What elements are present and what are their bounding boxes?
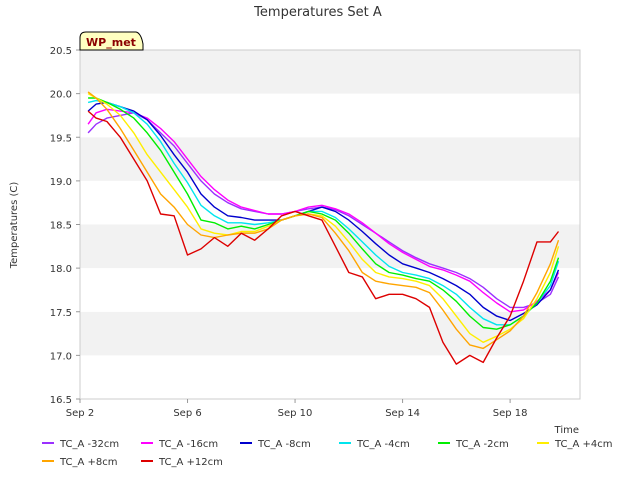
- y-tick: 20.0: [50, 90, 80, 101]
- series-line: [87, 92, 560, 343]
- series-line: [88, 97, 560, 330]
- y-tick: 17.0: [50, 351, 80, 362]
- legend-item: TC_A +4cm: [537, 439, 613, 450]
- x-tick: Sep 2: [66, 399, 94, 419]
- series-line: [87, 110, 560, 365]
- x-tick-label: Sep 14: [385, 408, 420, 419]
- legend-item: TC_A -16cm: [141, 439, 218, 450]
- series-line: [87, 108, 560, 313]
- legend-label: TC_A -2cm: [455, 439, 509, 450]
- x-tick: Sep 6: [173, 399, 202, 419]
- x-tick-label: Sep 6: [173, 408, 201, 419]
- legend-item: TC_A -8cm: [240, 439, 311, 450]
- y-tick-label: 16.5: [50, 395, 72, 406]
- series-line: [87, 91, 560, 350]
- y-tick: 18.0: [50, 264, 80, 275]
- legend-label: TC_A -4cm: [356, 439, 410, 450]
- y-tick: 17.5: [50, 308, 80, 319]
- legend-item: TC_A +12cm: [141, 457, 223, 468]
- legend-item: TC_A +8cm: [42, 457, 118, 468]
- legend-label: TC_A -16cm: [158, 439, 218, 450]
- series-lines: [87, 91, 560, 365]
- y-tick-label: 19.5: [50, 133, 72, 144]
- x-tick-label: Sep 2: [66, 408, 94, 419]
- y-tick: 18.5: [50, 221, 80, 232]
- grid-band: [80, 268, 580, 312]
- series-line: [87, 99, 560, 326]
- x-axis-ticks: Sep 2 Sep 6 Sep 10 Sep 14 Sep 18: [66, 399, 528, 419]
- y-tick-label: 19.0: [50, 177, 72, 188]
- x-tick-label: Sep 10: [278, 408, 313, 419]
- chart-title: Temperatures Set A: [253, 5, 382, 20]
- y-tick-label: 18.0: [50, 264, 72, 275]
- y-tick-label: 20.5: [50, 46, 72, 57]
- x-tick: Sep 10: [278, 399, 313, 419]
- grid-band: [80, 311, 580, 356]
- legend-item: TC_A -4cm: [339, 439, 410, 450]
- legend-label: TC_A +12cm: [158, 457, 223, 468]
- y-tick: 16.5: [50, 395, 80, 406]
- legend: TC_A -32cm TC_A -16cm TC_A -8cm TC_A -4cm TC…: [42, 439, 613, 468]
- y-tick-label: 18.5: [50, 221, 72, 232]
- y-tick: 19.0: [50, 177, 80, 188]
- y-axis-label: Temperatures (C): [9, 182, 20, 270]
- y-tick-label: 20.0: [50, 90, 72, 101]
- x-tick: Sep 18: [493, 399, 528, 419]
- legend-label: TC_A +4cm: [554, 439, 613, 450]
- grid-bands: [80, 50, 580, 399]
- grid-band: [80, 137, 580, 181]
- y-tick: 19.5: [50, 133, 80, 144]
- y-tick-label: 17.0: [50, 351, 72, 362]
- x-tick-label: Sep 18: [493, 408, 528, 419]
- legend-label: TC_A +8cm: [59, 457, 118, 468]
- legend-label: TC_A -32cm: [59, 439, 119, 450]
- grid-band: [80, 93, 580, 138]
- legend-label: TC_A -8cm: [257, 439, 311, 450]
- grid-band: [80, 224, 580, 269]
- grid-band: [80, 355, 580, 399]
- y-tick: 20.5: [50, 46, 80, 57]
- legend-item: TC_A -32cm: [42, 439, 119, 450]
- x-tick: Sep 14: [385, 399, 420, 419]
- wp-met-badge: WP_met: [79, 31, 144, 51]
- badge-label: WP_met: [86, 36, 136, 49]
- y-axis-ticks: 16.5 17.0 17.5 18.0 18.5 19.0 19.5 20.0 20.5: [50, 46, 80, 406]
- grid-band: [80, 50, 580, 94]
- legend-item: TC_A -2cm: [438, 439, 509, 450]
- y-tick-label: 17.5: [50, 308, 72, 319]
- series-line: [87, 101, 560, 322]
- x-axis-label: Time: [554, 425, 579, 436]
